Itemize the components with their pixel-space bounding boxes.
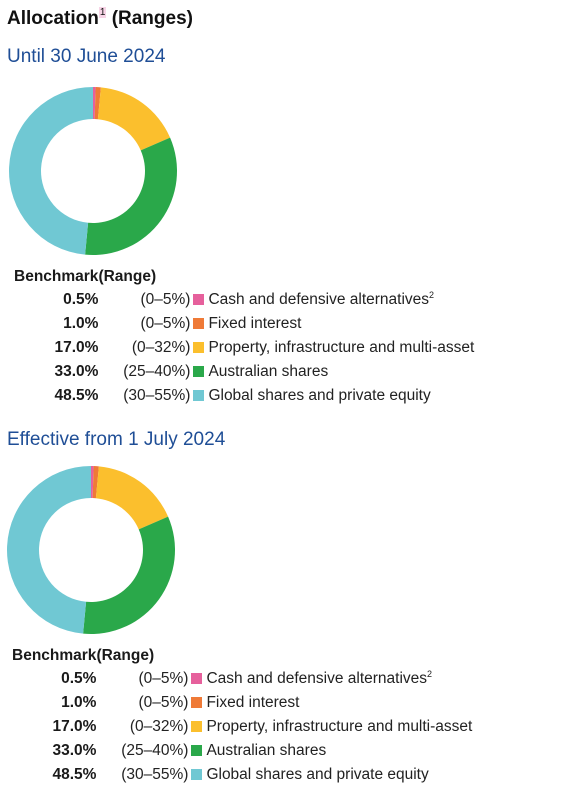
legend-row: 1.0% (0–5%) Fixed interest — [14, 312, 474, 336]
legend-label: Australian shares — [208, 363, 329, 380]
title-footnote: 1 — [98, 6, 107, 18]
legend-label: Cash and defensive alternatives2 — [208, 290, 435, 309]
legend-label: Global shares and private equity — [206, 766, 429, 783]
legend-swatch — [193, 366, 205, 378]
legend-label: Australian shares — [206, 742, 327, 759]
page-title: Allocation1 (Ranges) — [7, 6, 193, 30]
donut-slice-3 — [97, 87, 171, 151]
page-title-suffix: (Ranges) — [111, 8, 193, 29]
range-value: (0–5%) — [138, 670, 189, 687]
legend-swatch — [191, 673, 203, 685]
legend-row: 17.0% (0–32%) Property, infrastructure and… — [12, 715, 472, 739]
range-value: (25–40%) — [123, 363, 191, 380]
benchmark-value: 17.0% — [52, 718, 97, 735]
legend-swatch — [191, 721, 203, 733]
range-value: (0–32%) — [129, 718, 189, 735]
benchmark-value: 48.5% — [54, 387, 99, 404]
legend-footnote: 2 — [427, 669, 433, 680]
benchmark-value: 1.0% — [63, 315, 99, 332]
donut-slice-2 — [94, 87, 101, 120]
benchmark-value: 33.0% — [54, 363, 99, 380]
benchmark-header: Benchmark — [12, 647, 97, 664]
donut-slice-4 — [83, 516, 175, 634]
donut-slice-1 — [93, 87, 96, 120]
range-value: (0–5%) — [140, 291, 191, 308]
range-value: (0–5%) — [140, 315, 191, 332]
legend-row: 33.0% (25–40%) Australian shares — [14, 360, 474, 384]
legend-row: 48.5% (30–55%) Global shares and private e… — [14, 384, 474, 408]
benchmark-value: 0.5% — [61, 670, 97, 687]
benchmark-value: 33.0% — [52, 742, 97, 759]
benchmark-value: 48.5% — [52, 766, 97, 783]
legend-label: Cash and defensive alternatives2 — [206, 669, 433, 688]
benchmark-value: 17.0% — [54, 339, 99, 356]
legend-swatch — [191, 745, 203, 757]
legend-row: 0.5% (0–5%) Cash and defensive alternative… — [14, 288, 474, 312]
chart-2-title: Effective from 1 July 2024 — [7, 429, 226, 450]
chart-2-legend: Benchmark (Range) 0.5% (0–5%) Cash and def… — [12, 645, 472, 787]
benchmark-header: Benchmark — [14, 268, 99, 285]
legend-label: Global shares and private equity — [208, 387, 431, 404]
legend-row: 17.0% (0–32%) Property, infrastructure and… — [14, 336, 474, 360]
chart-1-title: Until 30 June 2024 — [7, 46, 166, 67]
range-value: (30–55%) — [121, 766, 189, 783]
range-header: (Range) — [96, 647, 155, 664]
range-value: (0–5%) — [138, 694, 189, 711]
donut-slice-2 — [92, 466, 99, 499]
donut-slice-5 — [8, 86, 93, 255]
legend-label: Fixed interest — [206, 694, 300, 711]
legend-header: Benchmark (Range) — [14, 266, 474, 288]
benchmark-value: 0.5% — [63, 291, 99, 308]
range-value: (30–55%) — [123, 387, 191, 404]
page-title-text: Allocation — [7, 8, 99, 29]
legend-swatch — [193, 294, 205, 306]
chart-1-donut — [8, 86, 177, 256]
legend-swatch — [193, 390, 205, 402]
legend-row: 0.5% (0–5%) Cash and defensive alternative… — [12, 667, 472, 691]
legend-row: 33.0% (25–40%) Australian shares — [12, 739, 472, 763]
legend-label: Fixed interest — [208, 315, 302, 332]
chart-1-legend: Benchmark (Range) 0.5% (0–5%) Cash and def… — [14, 266, 474, 408]
legend-swatch — [191, 697, 203, 709]
donut-slice-5 — [6, 466, 91, 634]
legend-swatch — [193, 342, 205, 354]
legend-label: Property, infrastructure and multi-asset — [206, 718, 473, 735]
legend-swatch — [191, 769, 203, 781]
legend-footnote: 2 — [429, 290, 435, 301]
donut-slice-1 — [91, 466, 94, 499]
legend-swatch — [193, 318, 205, 330]
benchmark-value: 1.0% — [61, 694, 97, 711]
chart-2-donut — [6, 466, 175, 634]
legend-label: Property, infrastructure and multi-asset — [208, 339, 475, 356]
range-header: (Range) — [98, 268, 157, 285]
donut-slice-3 — [95, 466, 169, 530]
legend-row: 48.5% (30–55%) Global shares and private e… — [12, 763, 472, 787]
legend-row: 1.0% (0–5%) Fixed interest — [12, 691, 472, 715]
donut-slice-4 — [85, 137, 177, 256]
range-value: (25–40%) — [121, 742, 189, 759]
legend-header: Benchmark (Range) — [12, 645, 472, 667]
range-value: (0–32%) — [131, 339, 191, 356]
